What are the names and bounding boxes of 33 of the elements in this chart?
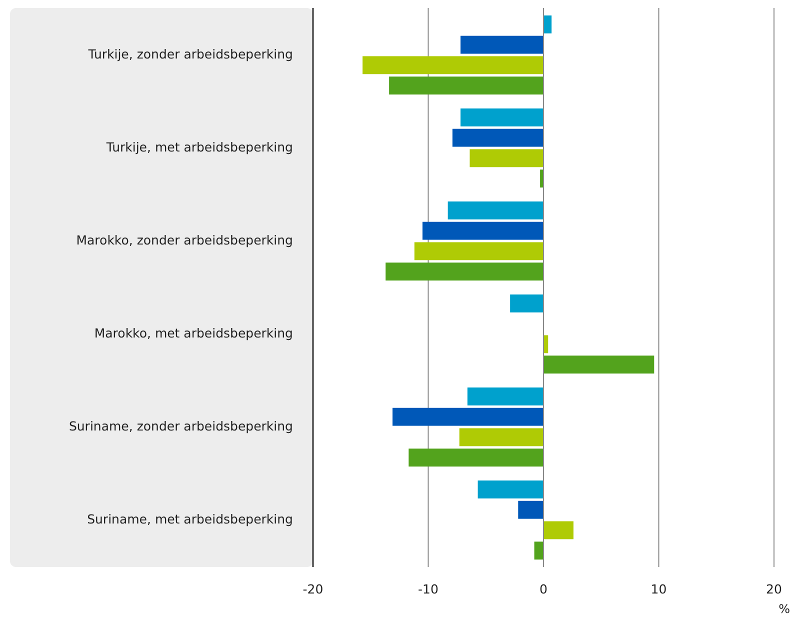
x-tick-label: -10 bbox=[418, 581, 438, 596]
bar bbox=[470, 149, 544, 168]
bar bbox=[544, 15, 552, 34]
bar bbox=[478, 480, 544, 498]
bar bbox=[389, 76, 544, 94]
bar bbox=[460, 36, 544, 54]
bar bbox=[422, 222, 544, 240]
bar bbox=[459, 428, 544, 446]
bar bbox=[414, 242, 544, 260]
bar bbox=[460, 108, 544, 126]
bar bbox=[392, 408, 544, 426]
bar bbox=[544, 521, 574, 540]
bar bbox=[534, 542, 544, 560]
bar bbox=[408, 448, 544, 467]
y-tick-label: Turkije, met arbeidsbeperking bbox=[105, 139, 293, 154]
x-tick-label: 20 bbox=[766, 581, 782, 596]
bar bbox=[544, 356, 654, 374]
bar bbox=[448, 201, 544, 220]
x-tick-label: -20 bbox=[302, 581, 324, 596]
bar bbox=[467, 387, 544, 406]
bar bbox=[518, 500, 544, 519]
x-axis-title: % bbox=[778, 602, 790, 616]
bar bbox=[452, 128, 544, 147]
y-tick-label: Turkije, zonder arbeidsbeperking bbox=[87, 46, 293, 62]
y-tick-label: Suriname, zonder arbeidsbeperking bbox=[68, 418, 293, 434]
bar bbox=[362, 56, 544, 74]
y-tick-label: Marokko, zonder arbeidsbeperking bbox=[76, 232, 293, 248]
y-tick-label: Suriname, met arbeidsbeperking bbox=[87, 511, 293, 526]
bar bbox=[386, 262, 544, 281]
bar bbox=[510, 294, 544, 312]
x-tick-label: 10 bbox=[650, 581, 667, 596]
x-tick-label: 0 bbox=[540, 581, 548, 596]
y-tick-label: Marokko, met arbeidsbeperking bbox=[94, 325, 293, 340]
